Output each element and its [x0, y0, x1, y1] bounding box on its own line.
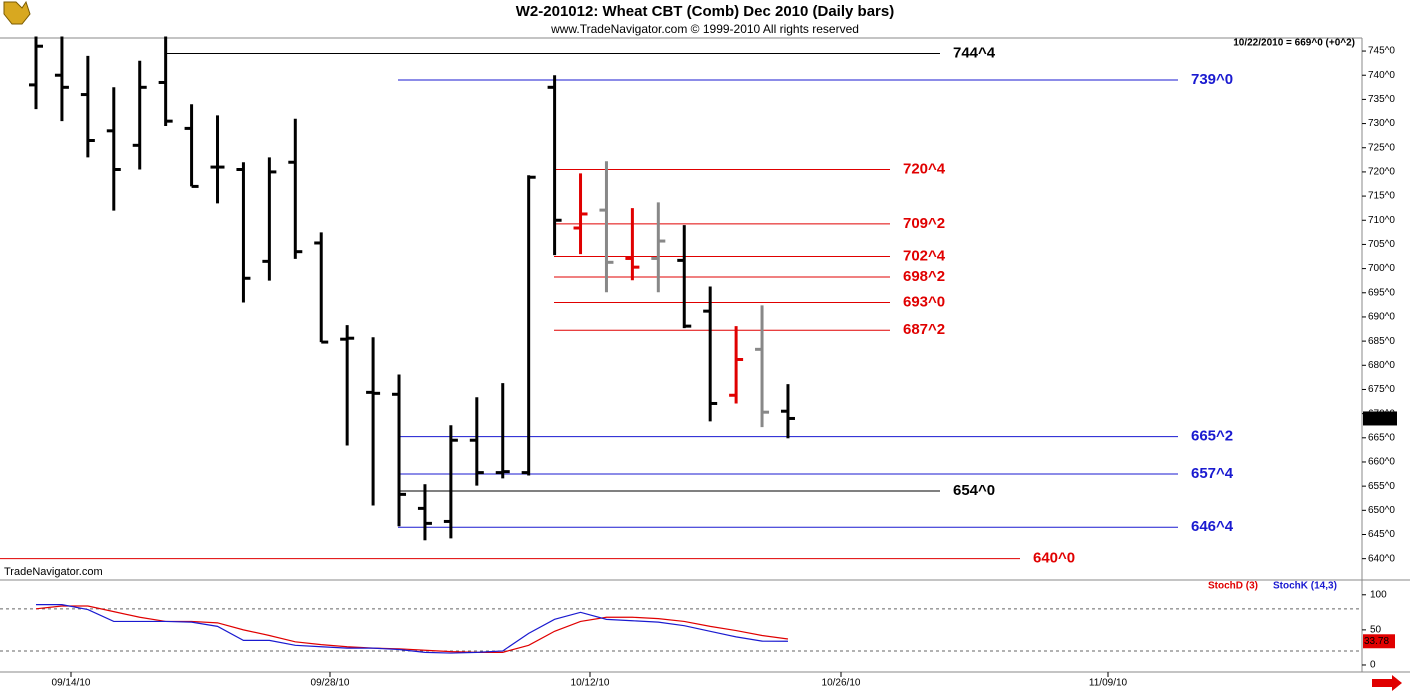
y-tick-label: 730^0 [1368, 118, 1395, 129]
chart-title: W2-201012: Wheat CBT (Comb) Dec 2010 (Da… [516, 3, 894, 20]
y-tick-label: 705^0 [1368, 239, 1395, 250]
last-info: 10/22/2010 = 669^0 (+0^2) [1233, 38, 1355, 49]
y-tick-label: 735^0 [1368, 94, 1395, 105]
x-tick-label: 09/14/10 [52, 678, 91, 689]
last-stoch-box [1363, 634, 1395, 649]
level-label: 665^2 [1191, 428, 1233, 445]
level-label: 640^0 [1033, 550, 1075, 567]
y-tick-label: 660^0 [1368, 457, 1395, 468]
y-tick-label: 645^0 [1368, 529, 1395, 540]
level-label: 744^4 [953, 44, 996, 61]
y-tick-label: 745^0 [1368, 46, 1395, 57]
level-label: 687^2 [903, 321, 945, 338]
level-label: 693^0 [903, 293, 945, 310]
y-tick-label: 710^0 [1368, 215, 1395, 226]
y-tick-label: 665^0 [1368, 432, 1395, 443]
scroll-arrow[interactable] [1372, 675, 1402, 691]
watermark: TradeNavigator.com [4, 566, 103, 578]
level-label: 646^4 [1191, 518, 1234, 535]
y-tick-label: 685^0 [1368, 336, 1395, 347]
level-label: 702^4 [903, 247, 946, 264]
last-stoch-label: 33.78 [1364, 636, 1389, 647]
y-tick-label: 700^0 [1368, 263, 1395, 274]
y-tick-label: 0 [1370, 660, 1376, 671]
y-tick-label: 650^0 [1368, 505, 1395, 516]
x-tick-label: 09/28/10 [311, 678, 350, 689]
y-tick-label: 725^0 [1368, 142, 1395, 153]
level-label: 654^0 [953, 482, 995, 499]
x-tick-label: 11/09/10 [1089, 678, 1128, 689]
y-tick-label: 680^0 [1368, 360, 1395, 371]
level-label: 720^4 [903, 160, 946, 177]
y-tick-label: 690^0 [1368, 312, 1395, 323]
y-tick-label: 50 [1370, 625, 1382, 636]
level-label: 657^4 [1191, 465, 1234, 482]
stoch-line [36, 604, 788, 654]
level-label: 698^2 [903, 268, 945, 285]
x-tick-label: 10/12/10 [571, 678, 610, 689]
y-tick-label: 655^0 [1368, 481, 1395, 492]
level-label: 739^0 [1191, 71, 1233, 88]
legend-entry: StochD (3) [1208, 581, 1258, 592]
y-tick-label: 675^0 [1368, 384, 1395, 395]
level-label: 709^2 [903, 215, 945, 232]
y-tick-label: 695^0 [1368, 287, 1395, 298]
y-tick-label: 100 [1370, 589, 1387, 600]
chart-subtitle: www.TradeNavigator.com © 1999-2010 All r… [550, 22, 859, 36]
last-price-label: 669^0 [1365, 413, 1392, 424]
y-tick-label: 715^0 [1368, 191, 1395, 202]
x-tick-label: 10/26/10 [822, 678, 861, 689]
y-tick-label: 640^0 [1368, 553, 1395, 564]
y-tick-label: 740^0 [1368, 70, 1395, 81]
legend-entry: StochK (14,3) [1273, 581, 1337, 592]
stoch-line [35, 605, 789, 653]
logo-icon [3, 0, 31, 25]
last-price-box [1363, 411, 1397, 426]
y-tick-label: 720^0 [1368, 167, 1395, 178]
